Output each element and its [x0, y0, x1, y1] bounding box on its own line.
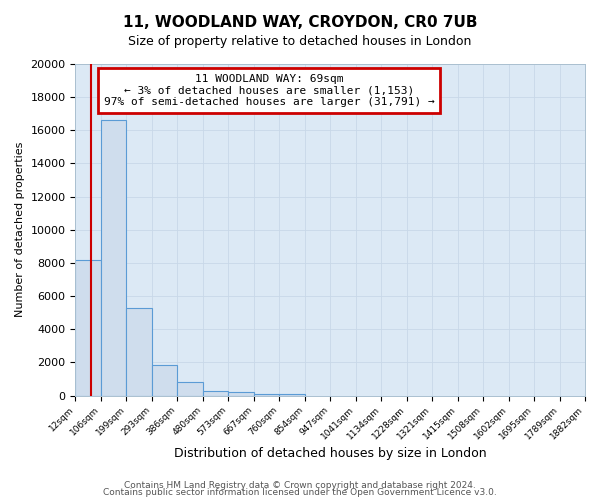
Bar — [127, 308, 152, 396]
Text: Contains HM Land Registry data © Crown copyright and database right 2024.: Contains HM Land Registry data © Crown c… — [124, 480, 476, 490]
Bar — [152, 365, 178, 396]
Text: Size of property relative to detached houses in London: Size of property relative to detached ho… — [128, 35, 472, 48]
Bar — [228, 392, 254, 396]
Bar — [203, 390, 228, 396]
X-axis label: Distribution of detached houses by size in London: Distribution of detached houses by size … — [174, 447, 487, 460]
Bar — [101, 120, 127, 396]
Text: 11 WOODLAND WAY: 69sqm
← 3% of detached houses are smaller (1,153)
97% of semi-d: 11 WOODLAND WAY: 69sqm ← 3% of detached … — [104, 74, 434, 107]
Y-axis label: Number of detached properties: Number of detached properties — [15, 142, 25, 318]
Bar — [76, 260, 101, 396]
Bar — [254, 394, 279, 396]
Text: 11, WOODLAND WAY, CROYDON, CR0 7UB: 11, WOODLAND WAY, CROYDON, CR0 7UB — [123, 15, 477, 30]
Bar — [178, 382, 203, 396]
Bar — [279, 394, 305, 396]
Text: Contains public sector information licensed under the Open Government Licence v3: Contains public sector information licen… — [103, 488, 497, 497]
